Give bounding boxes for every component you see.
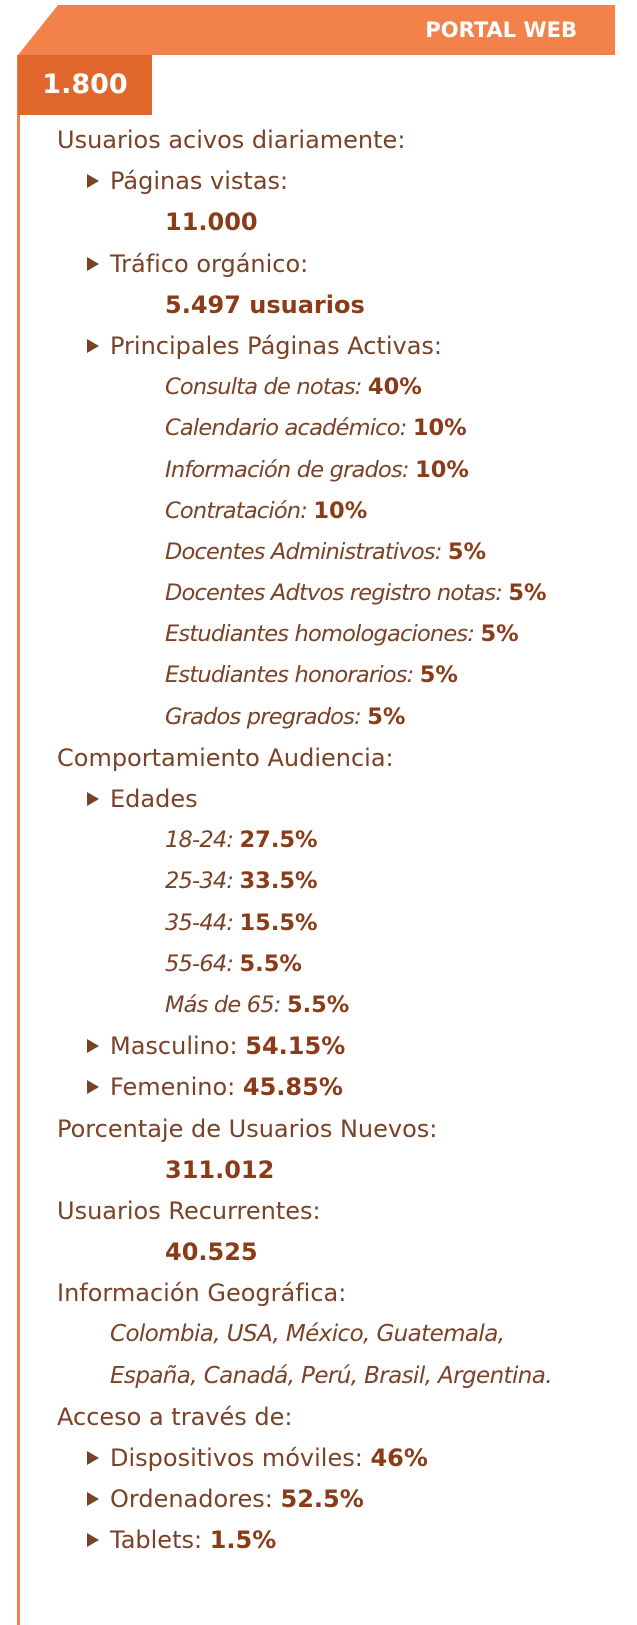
item: Ordenadores: 52.5%	[0, 1479, 637, 1520]
label-text: Grados pregrados:	[165, 703, 362, 730]
label-text: Comportamiento Audiencia:	[57, 743, 394, 772]
value-text: 5%	[480, 621, 519, 648]
value: 40.525	[0, 1232, 637, 1273]
geo-line: Colombia, USA, México, Guatemala,	[0, 1314, 637, 1355]
label-text: Más de 65:	[165, 991, 281, 1018]
label-text: Dispositivos móviles:	[110, 1444, 363, 1472]
value-text: 15.5%	[239, 909, 318, 936]
label-text: Ordenadores:	[110, 1485, 273, 1514]
label-text: Masculino:	[110, 1032, 238, 1061]
label-text: Usuarios Recurrentes:	[57, 1196, 321, 1225]
entry: Consulta de notas: 40%	[0, 367, 637, 408]
value-text: 10%	[412, 415, 467, 442]
heading: Porcentaje de Usuarios Nuevos:	[0, 1109, 637, 1150]
label-text: Calendario académico:	[165, 415, 407, 442]
entry: Estudiantes honorarios: 5%	[0, 655, 637, 696]
value-text: 10%	[313, 497, 368, 524]
value-text: 40.525	[165, 1238, 258, 1267]
value-text: 10%	[415, 456, 469, 483]
entry: 18-24: 27.5%	[0, 820, 637, 861]
label-text: Tablets:	[110, 1526, 203, 1555]
heading: Comportamiento Audiencia:	[0, 738, 637, 779]
value-text: 45.85%	[242, 1073, 343, 1102]
value-text: 52.5%	[280, 1485, 364, 1514]
value-text: 5%	[367, 703, 406, 730]
item: Dispositivos móviles: 46%	[0, 1438, 637, 1479]
label-text: Consulta de notas:	[165, 374, 362, 401]
banner-title: PORTAL WEB	[425, 18, 577, 42]
label-text: Información de grados:	[165, 456, 410, 483]
label-text: Porcentaje de Usuarios Nuevos:	[57, 1114, 438, 1143]
value-text: 5%	[419, 662, 458, 689]
value-text: 311.012	[165, 1155, 275, 1184]
item: Tráfico orgánico:	[0, 244, 637, 285]
label-text: 18-24:	[165, 827, 234, 854]
label-text: Estudiantes honorarios:	[165, 662, 414, 689]
value-text: 40%	[367, 374, 422, 401]
entry: 25-34: 33.5%	[0, 861, 637, 902]
value-text: 5.5%	[239, 950, 302, 977]
label-text: España, Canadá, Perú, Brasil, Argentina.	[110, 1362, 553, 1389]
value-text: 54.15%	[245, 1032, 346, 1061]
value: 5.497 usuarios	[0, 285, 637, 326]
label-text: Usuarios acivos diariamente:	[57, 126, 406, 154]
value-text: 5.5%	[286, 991, 350, 1018]
value-text: 33.5%	[239, 868, 318, 895]
label-text: Páginas vistas:	[110, 167, 289, 196]
heading: Información Geográfica:	[0, 1273, 637, 1314]
label-text: Edades	[110, 785, 198, 813]
value-text: 5%	[508, 580, 547, 607]
value-text: 46%	[370, 1444, 428, 1472]
label-text: 35-44:	[165, 909, 234, 936]
label-text: 25-34:	[165, 868, 234, 895]
value: 311.012	[0, 1150, 637, 1191]
heading: Usuarios acivos diariamente:	[0, 120, 637, 161]
entry: Calendario académico: 10%	[0, 408, 637, 449]
item: Páginas vistas:	[0, 161, 637, 202]
item: Tablets: 1.5%	[0, 1520, 637, 1561]
label-text: Principales Páginas Activas:	[110, 331, 442, 360]
label-text: Acceso a través de:	[57, 1402, 293, 1431]
heading: Usuarios Recurrentes:	[0, 1191, 637, 1232]
stats-list: Usuarios acivos diariamente: Páginas vis…	[0, 120, 637, 1562]
entry: 55-64: 5.5%	[0, 944, 637, 985]
item: Femenino: 45.85%	[0, 1067, 637, 1108]
value-text: 27.5%	[239, 827, 318, 854]
label-text: Colombia, USA, México, Guatemala,	[110, 1321, 505, 1348]
entry: Más de 65: 5.5%	[0, 985, 637, 1026]
geo-line: España, Canadá, Perú, Brasil, Argentina.	[0, 1356, 637, 1397]
label-text: Tráfico orgánico:	[110, 249, 309, 278]
item: Edades	[0, 779, 637, 820]
side-rule	[17, 55, 20, 1625]
value: 11.000	[0, 202, 637, 243]
label-text: Docentes Adtvos registro notas:	[165, 580, 503, 607]
value-text: 5%	[447, 538, 487, 565]
entry: Estudiantes homologaciones: 5%	[0, 614, 637, 655]
banner: PORTAL WEB	[18, 5, 615, 55]
label-text: Información Geográfica:	[57, 1279, 347, 1308]
value-text: 5.497 usuarios	[165, 290, 365, 319]
entry: Docentes Administrativos: 5%	[0, 532, 637, 573]
item: Principales Páginas Activas:	[0, 326, 637, 367]
heading: Acceso a través de:	[0, 1397, 637, 1438]
entry: Docentes Adtvos registro notas: 5%	[0, 573, 637, 614]
value-text: 11.000	[165, 208, 258, 237]
label-text: 55-64:	[165, 950, 234, 977]
entry: Contratación: 10%	[0, 491, 637, 532]
label-text: Femenino:	[110, 1073, 236, 1102]
entry: Grados pregrados: 5%	[0, 697, 637, 738]
label-text: Estudiantes homologaciones:	[165, 621, 475, 648]
item: Masculino: 54.15%	[0, 1026, 637, 1067]
entry: 35-44: 15.5%	[0, 903, 637, 944]
label-text: Docentes Administrativos:	[165, 538, 442, 565]
highlight-figure: 1.800	[18, 55, 152, 115]
value-text: 1.5%	[209, 1526, 277, 1555]
entry: Información de grados: 10%	[0, 450, 637, 491]
label-text: Contratación:	[165, 497, 308, 524]
